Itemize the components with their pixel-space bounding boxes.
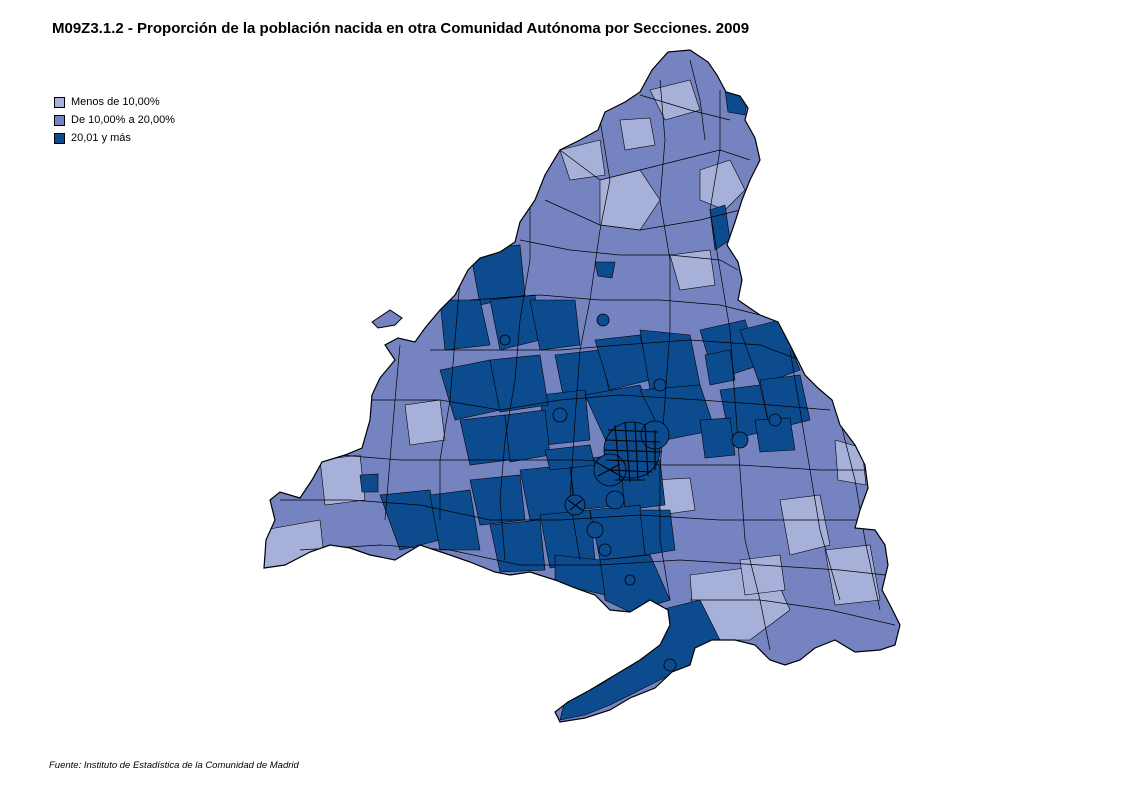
map-fill-layer xyxy=(263,49,901,723)
legend-item-high: 20,01 y más xyxy=(54,129,175,147)
map-title: M09Z3.1.2 - Proporción de la población n… xyxy=(52,20,750,37)
clipped-regions xyxy=(264,59,896,721)
legend-swatch-low xyxy=(54,96,65,108)
legend-swatch-high xyxy=(54,132,65,144)
high-zones xyxy=(359,89,811,721)
legend-item-low: Menos de 10,00% xyxy=(54,93,175,111)
low-zones xyxy=(264,79,881,641)
legend-label-high: 20,01 y más xyxy=(71,132,131,144)
legend-label-low: Menos de 10,00% xyxy=(71,96,160,108)
source-note: Fuente: Instituto de Estadística de la C… xyxy=(49,760,299,771)
detached-enclave xyxy=(371,309,403,329)
legend-item-mid: De 10,00% a 20,00% xyxy=(54,111,175,129)
section-boundaries xyxy=(280,59,896,651)
legend: Menos de 10,00% De 10,00% a 20,00% 20,01… xyxy=(54,93,175,147)
metro-core-hatching xyxy=(567,421,663,511)
legend-swatch-mid xyxy=(54,114,65,126)
legend-label-mid: De 10,00% a 20,00% xyxy=(71,114,175,126)
